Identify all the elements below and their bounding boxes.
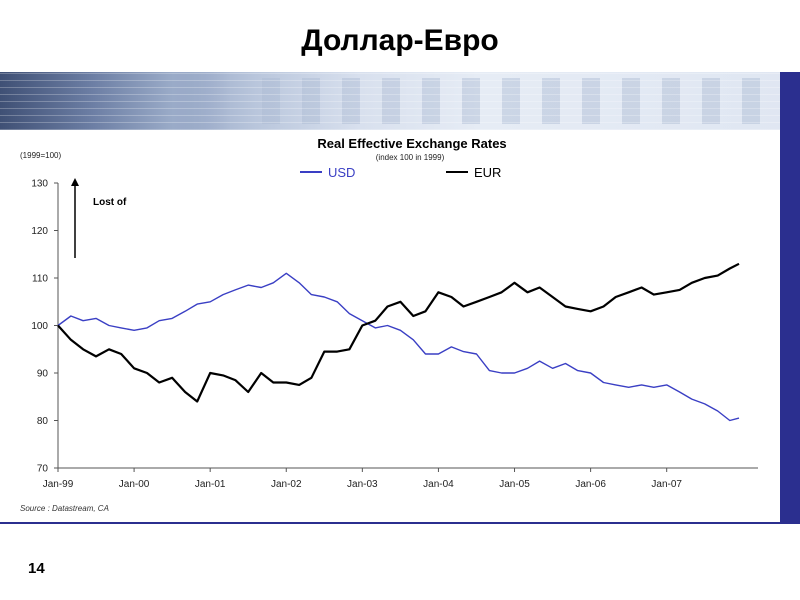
annotation-text: Lost of bbox=[93, 197, 127, 208]
x-tick-label: Jan-00 bbox=[119, 479, 150, 490]
annotation: Lost of bbox=[71, 178, 127, 258]
x-axis-ticks: Jan-99 Jan-00 Jan-01 Jan-02 Jan-03 Jan-04 Jan-… bbox=[43, 468, 682, 490]
banner-photo bbox=[0, 72, 230, 130]
series-line-eur bbox=[57, 262, 740, 403]
chart-subtitle: (index 100 in 1999) bbox=[376, 153, 445, 162]
legend-eur-label: EUR bbox=[474, 165, 501, 180]
x-tick-label: Jan-04 bbox=[423, 479, 454, 490]
header-banner bbox=[0, 72, 800, 130]
x-tick-label: Jan-03 bbox=[347, 479, 378, 490]
y-tick-label: 100 bbox=[31, 321, 48, 332]
x-tick-label: Jan-07 bbox=[651, 479, 682, 490]
y-tick-label: 130 bbox=[31, 179, 48, 190]
annotation-arrowhead bbox=[71, 178, 79, 186]
y-tick-label: 110 bbox=[32, 274, 48, 285]
exchange-rate-chart: Real Effective Exchange Rates (index 100… bbox=[0, 130, 780, 522]
right-accent-bar bbox=[780, 72, 800, 520]
x-tick-label: Jan-01 bbox=[195, 479, 226, 490]
base-note: (1999=100) bbox=[20, 151, 61, 160]
y-tick-label: 80 bbox=[37, 416, 49, 427]
legend-usd-label: USD bbox=[328, 165, 355, 180]
series-line-usd bbox=[57, 272, 740, 422]
banner-pattern bbox=[240, 78, 800, 124]
page-number: 14 bbox=[28, 560, 45, 577]
slide-title: Доллар-Евро bbox=[301, 24, 499, 57]
chart-container: Real Effective Exchange Rates (index 100… bbox=[0, 130, 780, 522]
banner-lines bbox=[0, 72, 800, 130]
x-tick-label: Jan-05 bbox=[499, 479, 530, 490]
y-axis-ticks: 130 120 110 100 90 80 70 bbox=[31, 179, 58, 475]
x-tick-label: Jan-06 bbox=[575, 479, 606, 490]
y-tick-label: 90 bbox=[37, 369, 49, 380]
y-tick-label: 120 bbox=[31, 226, 48, 237]
chart-legend: USD EUR bbox=[300, 165, 501, 180]
y-tick-label: 70 bbox=[37, 464, 49, 475]
source-note: Source : Datastream, CA bbox=[20, 504, 109, 513]
x-tick-label: Jan-02 bbox=[271, 479, 302, 490]
chart-lines bbox=[57, 262, 740, 422]
chart-title: Real Effective Exchange Rates bbox=[317, 136, 506, 151]
x-tick-label: Jan-99 bbox=[43, 479, 74, 490]
